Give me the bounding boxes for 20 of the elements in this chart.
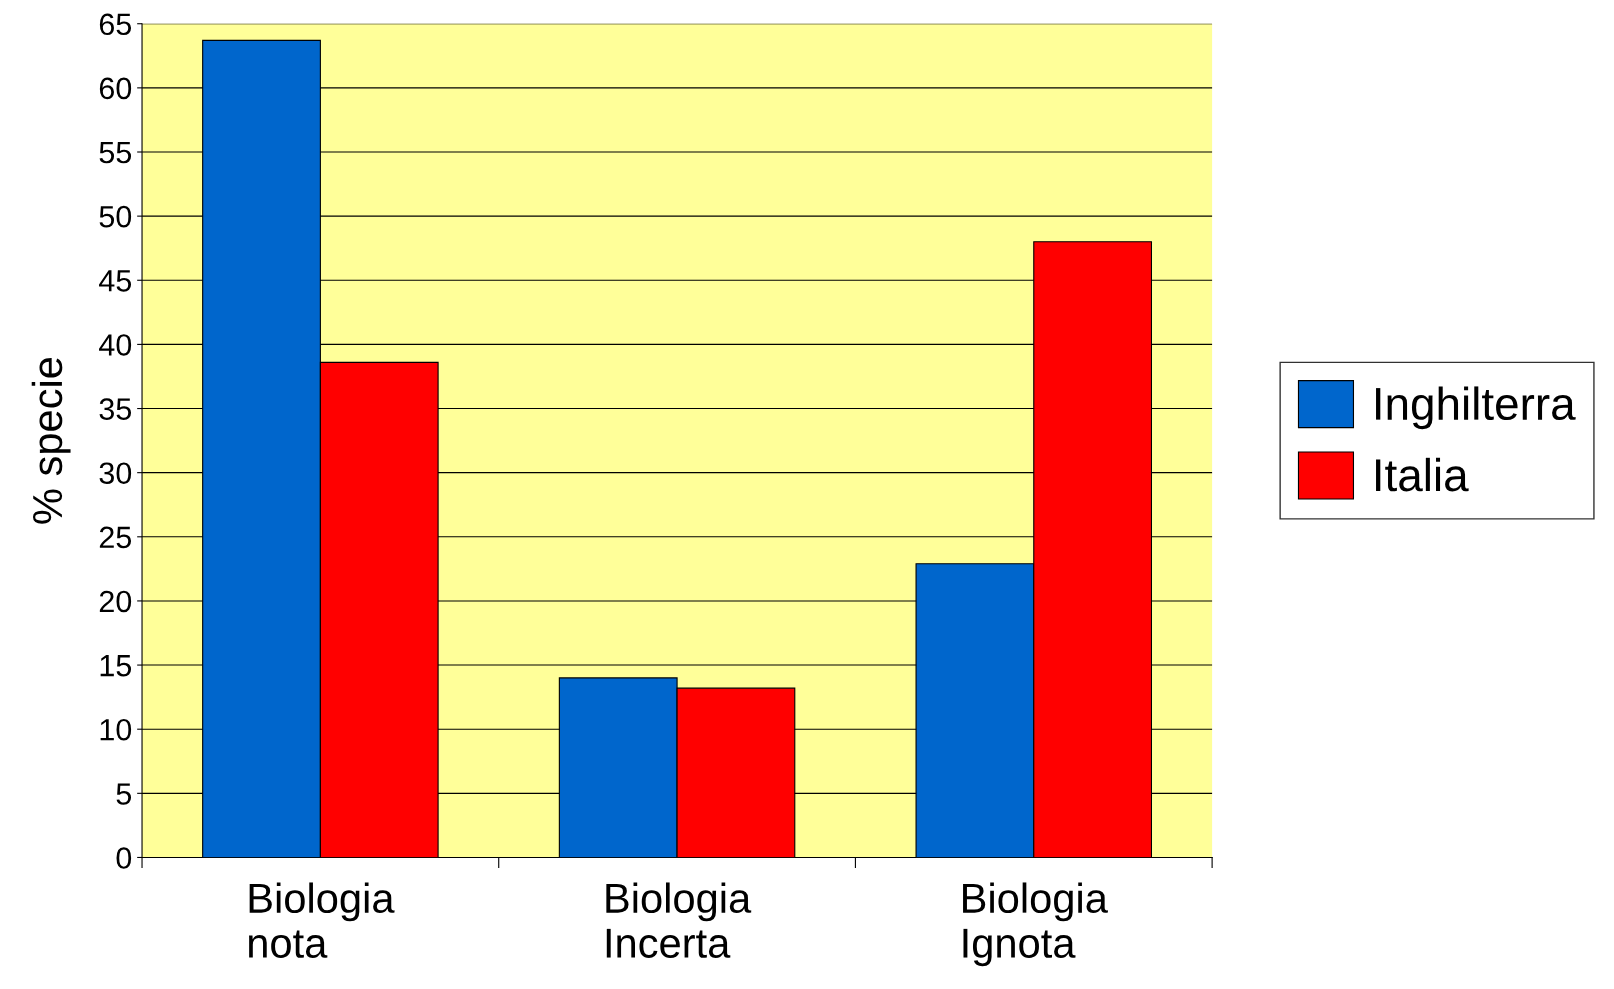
y-axis-title: % specie: [31, 357, 71, 524]
y-tick-label: 5: [116, 783, 132, 805]
x-tick-label: Biologia Incerta: [606, 882, 752, 958]
y-tick-label: 35: [99, 398, 132, 420]
y-tick-label: 55: [99, 142, 132, 164]
y-tick-label: 50: [99, 205, 132, 228]
y-tick-label: 25: [99, 526, 132, 549]
y-tick-label: 20: [99, 590, 132, 613]
x-tick-label: Biologia Ignota: [963, 882, 1108, 967]
y-tick-label: 65: [99, 13, 132, 36]
legend-label: Italia: [1376, 457, 1469, 492]
y-tick-label: 60: [99, 77, 132, 100]
y-tick-label: 10: [100, 718, 132, 741]
y-tick-label: 15: [100, 655, 132, 677]
y-tick-label: 0: [116, 847, 132, 869]
x-tick-label: Biologia nota: [249, 882, 395, 958]
y-tick-label: 30: [99, 462, 132, 485]
legend-label: Inghilterra: [1376, 386, 1576, 430]
y-tick-label: 40: [99, 334, 132, 356]
y-tick-label: 45: [99, 270, 132, 292]
